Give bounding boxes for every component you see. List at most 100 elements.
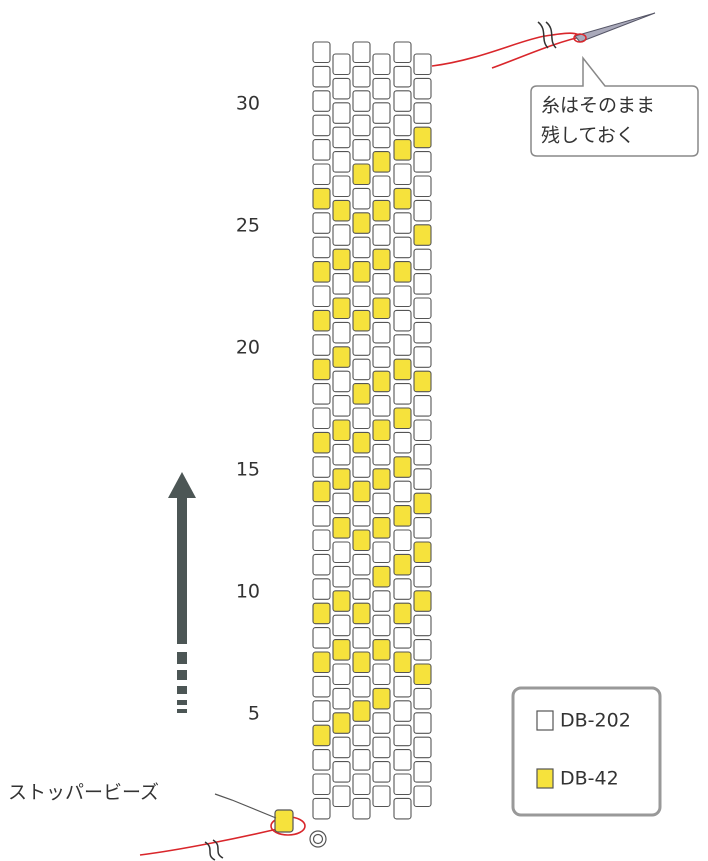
bead — [352, 309, 371, 332]
needle — [574, 12, 656, 43]
callout-text: 残しておく — [541, 125, 635, 147]
bead — [372, 126, 391, 149]
thread-break — [204, 839, 224, 861]
bead — [332, 77, 351, 100]
row-label: 10 — [236, 581, 260, 603]
bead — [393, 724, 412, 747]
bead — [393, 187, 412, 210]
bead — [393, 309, 412, 332]
bead — [332, 761, 351, 783]
bead — [332, 443, 351, 466]
row-label: 5 — [248, 703, 260, 725]
bead — [352, 285, 371, 308]
bead — [393, 65, 412, 88]
bead — [312, 65, 331, 88]
bead — [393, 553, 412, 576]
bead — [413, 224, 432, 246]
bead — [372, 419, 391, 442]
bead — [372, 370, 391, 393]
bead — [312, 431, 331, 454]
bead — [413, 395, 432, 417]
bead — [332, 273, 351, 295]
bead — [393, 578, 412, 600]
needle-eye — [573, 33, 587, 43]
bead — [312, 309, 331, 332]
bead — [312, 505, 331, 527]
bead — [372, 273, 391, 295]
bead — [352, 407, 371, 430]
row-label: 15 — [236, 459, 260, 481]
leader-line — [214, 793, 277, 819]
bead — [413, 492, 432, 515]
bead — [332, 468, 351, 490]
bead — [352, 700, 371, 722]
bead — [332, 175, 351, 198]
bead — [413, 541, 432, 564]
bead — [413, 199, 432, 222]
bead — [352, 139, 371, 161]
bead — [372, 590, 391, 612]
bead — [312, 90, 331, 112]
bead — [413, 785, 432, 808]
bead — [332, 370, 351, 393]
bead — [352, 236, 371, 259]
bead — [312, 456, 331, 478]
bead — [352, 41, 371, 64]
bead — [312, 553, 331, 576]
bead — [332, 151, 351, 173]
bead — [372, 687, 391, 710]
bead — [393, 261, 412, 283]
bead — [372, 102, 391, 124]
thread — [431, 32, 583, 67]
bead — [352, 383, 371, 405]
bead — [352, 261, 371, 283]
stopper-bead — [274, 809, 294, 833]
bead — [332, 590, 351, 612]
bead — [352, 773, 371, 796]
bead — [352, 529, 371, 552]
bead — [393, 627, 412, 649]
bead — [352, 602, 371, 625]
bead — [312, 773, 331, 796]
bead — [352, 724, 371, 747]
bead — [332, 687, 351, 710]
bead — [372, 785, 391, 808]
bead — [372, 443, 391, 466]
bead — [312, 407, 331, 430]
bead — [332, 248, 351, 271]
bead — [393, 90, 412, 112]
bead — [393, 651, 412, 674]
bead — [393, 236, 412, 259]
bead — [393, 358, 412, 381]
bead — [352, 334, 371, 356]
bead — [413, 248, 432, 271]
bead — [312, 236, 331, 259]
bead — [413, 273, 432, 295]
bead — [352, 431, 371, 454]
bead — [312, 187, 331, 210]
bead — [413, 346, 432, 368]
bead — [312, 651, 331, 674]
bead — [332, 419, 351, 442]
bead — [393, 212, 412, 234]
bead — [413, 419, 432, 442]
bead — [413, 761, 432, 783]
bead — [312, 627, 331, 649]
bead — [372, 565, 391, 588]
bead — [372, 321, 391, 344]
bead — [393, 529, 412, 552]
bead — [413, 175, 432, 198]
bead — [352, 358, 371, 381]
bead — [312, 114, 331, 137]
bead — [332, 614, 351, 637]
bead — [413, 517, 432, 539]
bead — [332, 321, 351, 344]
bead — [372, 736, 391, 759]
row-label: 25 — [236, 215, 260, 237]
bead — [372, 248, 391, 271]
bead-grid — [312, 41, 432, 820]
bead — [372, 614, 391, 637]
bead — [413, 53, 432, 76]
bead — [352, 675, 371, 698]
